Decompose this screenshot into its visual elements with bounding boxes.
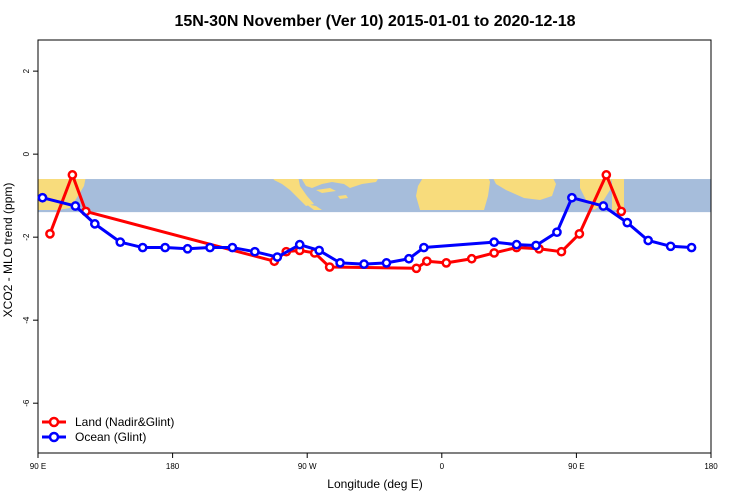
- series-ocean-point: [511, 239, 522, 250]
- series-ocean-line: [42, 196, 692, 266]
- series-ocean-point: [70, 201, 81, 211]
- legend-land-label: Land (Nadir&Glint): [75, 415, 174, 429]
- legend: Land (Nadir&Glint) Ocean (Glint): [42, 415, 174, 444]
- series-ocean-point: [250, 246, 260, 257]
- series-ocean-point: [272, 252, 283, 262]
- series-ocean-point: [643, 235, 654, 246]
- series-land-point: [489, 248, 499, 258]
- series-land-point: [67, 170, 78, 180]
- legend-ocean-label: Ocean (Glint): [75, 430, 146, 444]
- land-caribbean-2: [338, 195, 348, 199]
- land-caribbean-1: [316, 188, 336, 193]
- legend-ocean-marker: [48, 431, 60, 443]
- series-land-point: [324, 262, 335, 272]
- series-ocean-point: [37, 192, 48, 203]
- plot-frame: [37, 39, 712, 454]
- series-ocean-point: [89, 219, 100, 229]
- series-ocean-point: [335, 258, 345, 268]
- series-ocean-point: [552, 227, 562, 238]
- x-tick-label: 90 E: [30, 462, 46, 471]
- series-ocean-point: [294, 239, 305, 250]
- series-ocean-point: [137, 242, 148, 253]
- x-tick-label: 0: [440, 462, 445, 471]
- series-ocean-point: [381, 258, 392, 268]
- x-tick-label: 90 W: [298, 462, 317, 471]
- land-se-asia: [612, 179, 624, 210]
- series-land-point: [574, 228, 585, 239]
- series-ocean-point: [598, 201, 609, 211]
- land-us-south: [301, 179, 378, 188]
- land-arabia: [493, 179, 556, 200]
- series-ocean-point: [531, 240, 541, 251]
- series-land-point: [601, 170, 612, 180]
- land-mexico: [273, 179, 314, 206]
- series-ocean-point: [665, 241, 676, 252]
- series-ocean-point: [686, 242, 697, 253]
- series-ocean-point: [227, 242, 238, 253]
- series-land-point: [411, 263, 422, 274]
- series-ocean-point: [567, 192, 577, 203]
- y-tick-label: 2: [22, 68, 31, 73]
- series-ocean-point: [489, 237, 499, 247]
- series-ocean: [37, 192, 697, 269]
- series-land-point: [466, 253, 477, 264]
- y-tick-label: 0: [22, 151, 31, 156]
- series-ocean-point: [622, 217, 633, 228]
- series-land-point: [556, 246, 567, 257]
- series-ocean-point: [115, 237, 126, 247]
- x-tick-label: 90 E: [568, 462, 584, 471]
- series-land-point: [45, 228, 55, 239]
- land-africa: [416, 179, 490, 210]
- series-ocean-point: [404, 253, 414, 264]
- y-tick-label: -4: [22, 316, 31, 324]
- x-axis-label: Longitude (deg E): [327, 477, 422, 491]
- series-ocean-point: [314, 245, 325, 256]
- x-tick-label: 180: [704, 462, 718, 471]
- series-layer: [37, 170, 697, 274]
- y-tick-label: -2: [22, 233, 31, 241]
- y-axis-label: XCO2 - MLO trend (ppm): [1, 183, 15, 318]
- axes: 90 E 180 90 W 0 90 E 180 2 0 -2 -4 -6: [22, 39, 718, 471]
- legend-land-marker: [48, 416, 60, 428]
- chart-title: 15N-30N November (Ver 10) 2015-01-01 to …: [174, 13, 575, 30]
- series-ocean-point: [182, 243, 193, 254]
- land-central-america: [306, 204, 322, 210]
- series-land-point: [441, 258, 452, 268]
- series-ocean-point: [205, 242, 215, 253]
- series-ocean-point: [419, 242, 429, 253]
- series-ocean-point: [359, 259, 369, 269]
- y-tick-label: -6: [22, 399, 31, 407]
- x-tick-label: 180: [166, 462, 180, 471]
- series-land-point: [421, 256, 432, 267]
- series-ocean-point: [160, 242, 170, 253]
- series-land-point: [616, 206, 627, 217]
- legend-item-ocean: Ocean (Glint): [42, 430, 146, 444]
- legend-item-land: Land (Nadir&Glint): [42, 415, 174, 429]
